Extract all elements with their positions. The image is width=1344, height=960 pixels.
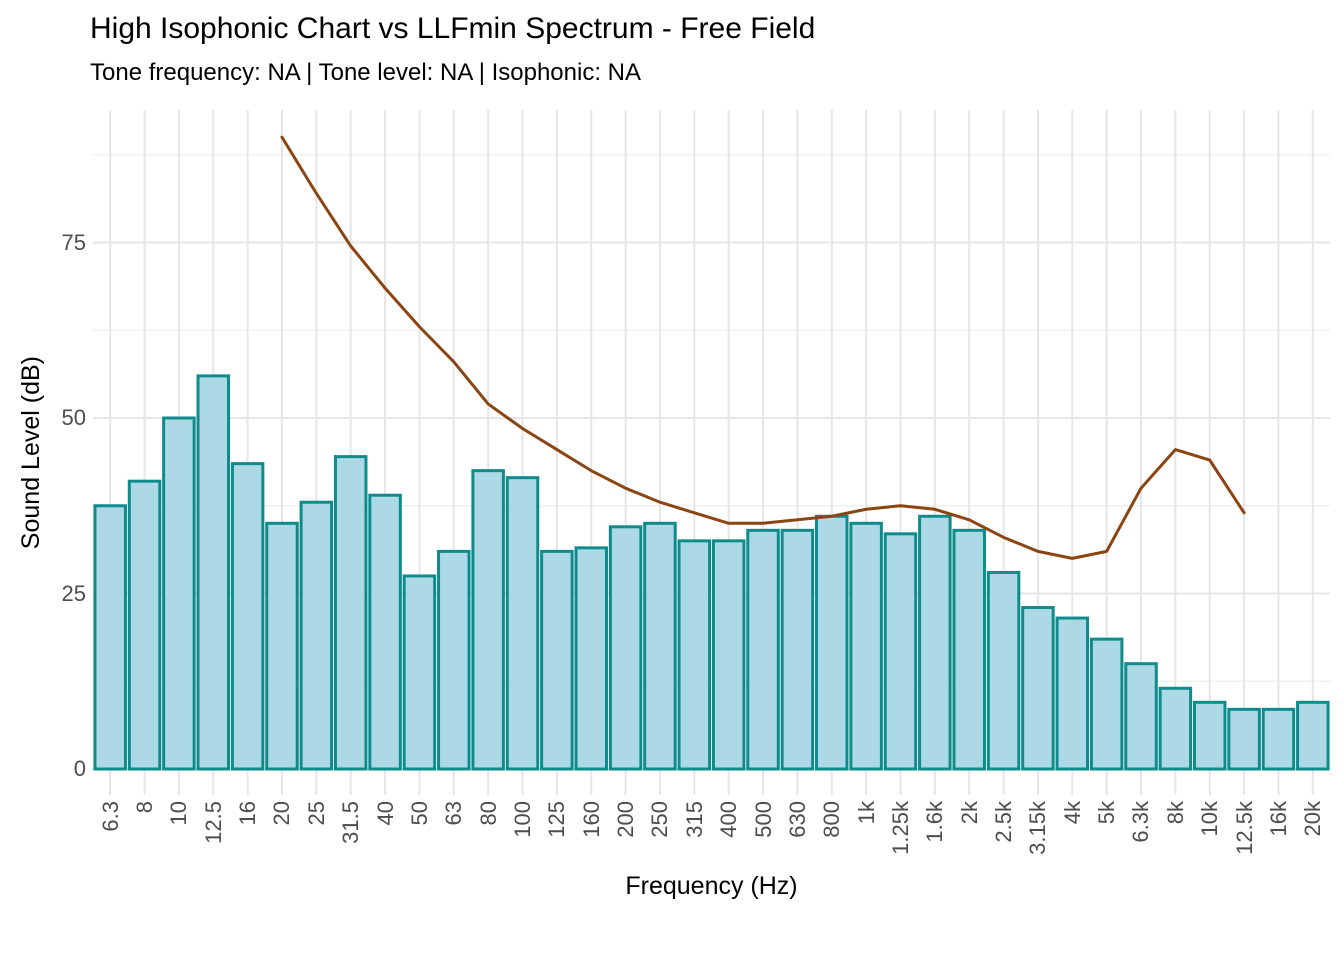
- y-tick-label-0: 0: [73, 756, 86, 781]
- bar-20k: [1296, 700, 1330, 771]
- x-tick-label-31.5: 31.5: [338, 801, 364, 844]
- bar-6.3k: [1124, 662, 1158, 771]
- x-tick-label-63: 63: [441, 801, 467, 826]
- x-tick-label-1.25k: 1.25k: [887, 801, 913, 855]
- x-tick-label-250: 250: [647, 801, 673, 838]
- x-tick-label-10k: 10k: [1197, 801, 1223, 837]
- bar-250: [643, 521, 677, 771]
- bar-3.15k: [1021, 606, 1055, 771]
- x-tick-label-4k: 4k: [1059, 801, 1085, 825]
- x-axis-title: Frequency (Hz): [625, 872, 798, 900]
- x-tick-label-12.5: 12.5: [200, 801, 226, 844]
- bar-5k: [1089, 637, 1124, 771]
- bar-6.3: [93, 504, 127, 771]
- bar-50: [402, 574, 437, 771]
- bar-63: [437, 549, 471, 771]
- plot-panel: [93, 110, 1330, 795]
- y-tick-label-25: 25: [61, 580, 86, 606]
- llfmin-spectrum-line: [280, 135, 1246, 560]
- x-tick-label-25: 25: [303, 801, 329, 826]
- bar-200: [608, 525, 643, 771]
- bar-8k: [1158, 686, 1193, 771]
- bar-8: [127, 479, 162, 771]
- x-tick-label-16k: 16k: [1265, 801, 1291, 837]
- bar-100: [505, 476, 540, 771]
- bar-20: [265, 521, 299, 771]
- x-tick-label-6.3k: 6.3k: [1128, 801, 1154, 843]
- bar-2.5k: [986, 570, 1021, 771]
- bar-4k: [1055, 616, 1090, 771]
- y-axis-title-wrap: Sound Level (dB): [16, 110, 46, 795]
- x-tick-label-8: 8: [132, 801, 158, 814]
- bar-1.25k: [883, 532, 918, 771]
- bar-16k: [1261, 707, 1296, 771]
- x-tick-label-315: 315: [681, 801, 707, 838]
- x-tick-label-12.5k: 12.5k: [1231, 801, 1257, 855]
- bar-125: [540, 549, 574, 771]
- x-tick-label-2k: 2k: [956, 801, 982, 825]
- x-tick-label-10: 10: [166, 801, 192, 826]
- bar-1k: [849, 521, 883, 771]
- bar-315: [677, 539, 712, 771]
- x-tick-label-20: 20: [269, 801, 295, 826]
- bar-800: [815, 514, 849, 771]
- x-tick-label-1.6k: 1.6k: [922, 801, 948, 843]
- bar-500: [746, 528, 780, 771]
- y-tick-label-75: 75: [61, 229, 86, 255]
- x-tick-label-5k: 5k: [1094, 801, 1120, 825]
- bar-80: [471, 469, 505, 771]
- x-tick-label-20k: 20k: [1300, 801, 1326, 837]
- x-tick-label-50: 50: [406, 801, 432, 826]
- x-tick-label-6.3: 6.3: [97, 801, 123, 832]
- bar-40: [368, 493, 402, 771]
- x-tick-label-200: 200: [613, 801, 639, 838]
- y-tick-label-50: 50: [61, 405, 86, 430]
- x-tick-label-125: 125: [544, 801, 570, 838]
- x-tick-label-400: 400: [716, 801, 742, 838]
- chart-title: High Isophonic Chart vs LLFmin Spectrum …: [90, 12, 816, 45]
- x-tick-label-100: 100: [509, 801, 535, 838]
- x-tick-label-80: 80: [475, 801, 501, 826]
- bar-10k: [1192, 700, 1227, 771]
- y-axis-title: Sound Level (dB): [16, 355, 45, 550]
- bar-10: [162, 416, 196, 771]
- bar-2k: [952, 528, 986, 771]
- x-tick-label-800: 800: [819, 801, 845, 838]
- bar-16: [230, 462, 265, 771]
- x-tick-label-2.5k: 2.5k: [991, 801, 1017, 843]
- x-tick-label-500: 500: [750, 801, 776, 838]
- x-tick-label-3.15k: 3.15k: [1025, 801, 1051, 855]
- x-tick-label-1k: 1k: [853, 801, 879, 825]
- plot-svg: [93, 110, 1330, 795]
- bar-12.5: [196, 374, 231, 771]
- bar-1.6k: [918, 514, 952, 771]
- bar-630: [780, 528, 815, 771]
- bar-160: [574, 546, 608, 771]
- x-tick-label-16: 16: [235, 801, 261, 826]
- bar-400: [711, 539, 746, 771]
- bar-12.5k: [1227, 707, 1261, 771]
- x-tick-label-630: 630: [784, 801, 810, 838]
- bar-31.5: [333, 455, 368, 771]
- x-tick-label-40: 40: [372, 801, 398, 826]
- bar-25: [299, 500, 334, 771]
- chart-subtitle: Tone frequency: NA | Tone level: NA | Is…: [90, 59, 642, 86]
- x-tick-label-8k: 8k: [1162, 801, 1188, 825]
- x-tick-label-160: 160: [578, 801, 604, 838]
